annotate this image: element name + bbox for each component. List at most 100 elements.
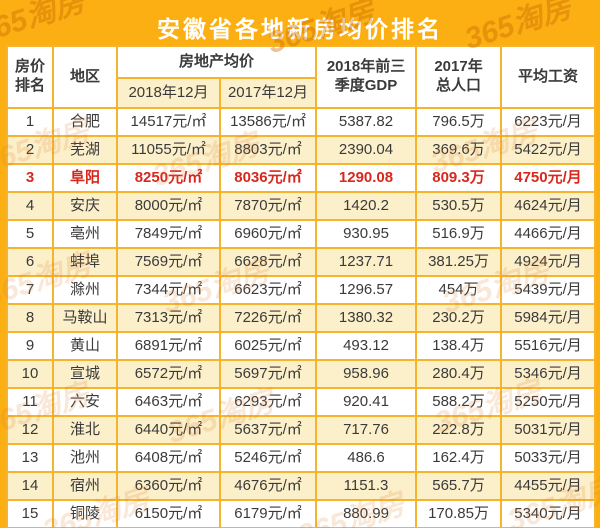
price-2018-cell: 8000元/㎡: [116, 191, 221, 221]
table-row: 7 滁州 7344元/㎡ 6623元/㎡ 1296.57 454万 5439元/…: [6, 275, 597, 305]
header-wage: 平均工资: [500, 45, 597, 109]
population-cell: 280.4万: [415, 359, 503, 389]
page-title: 安徽省各地新房均价排名: [157, 15, 443, 42]
price-2018-cell: 6572元/㎡: [116, 359, 221, 389]
region-cell: 六安: [52, 387, 118, 417]
population-cell: 369.6万: [415, 135, 503, 165]
region-cell: 宿州: [52, 471, 118, 501]
wage-cell: 4750元/月: [500, 163, 597, 193]
ranking-table: 房价 排名 地区 房地产均价 2018年前三 季度GDP 2017年 总人口 平…: [6, 45, 597, 528]
price-2018-cell: 6150元/㎡: [116, 499, 221, 528]
population-cell: 565.7万: [415, 471, 503, 501]
price-2017-cell: 4676元/㎡: [218, 471, 318, 501]
region-cell: 蚌埠: [52, 247, 118, 277]
gdp-cell: 958.96: [315, 359, 418, 389]
rank-cell: 2: [6, 135, 54, 165]
price-2017-cell: 7870元/㎡: [218, 191, 318, 221]
gdp-cell: 1290.08: [315, 163, 418, 193]
price-2017-cell: 6628元/㎡: [218, 247, 318, 277]
rank-cell: 13: [6, 443, 54, 473]
rank-cell: 14: [6, 471, 54, 501]
wage-cell: 5340元/月: [500, 499, 597, 528]
wage-cell: 4624元/月: [500, 191, 597, 221]
price-2017-cell: 6179元/㎡: [218, 499, 318, 528]
price-2017-cell: 5246元/㎡: [218, 443, 318, 473]
population-cell: 222.8万: [415, 415, 503, 445]
rank-cell: 15: [6, 499, 54, 528]
table-row: 8 马鞍山 7313元/㎡ 7226元/㎡ 1380.32 230.2万 598…: [6, 303, 597, 333]
wage-cell: 5346元/月: [500, 359, 597, 389]
header-price-2017: 2017年12月: [218, 77, 318, 109]
price-2017-cell: 6960元/㎡: [218, 219, 318, 249]
region-cell: 芜湖: [52, 135, 118, 165]
rank-cell: 4: [6, 191, 54, 221]
wage-cell: 5516元/月: [500, 331, 597, 361]
gdp-cell: 717.76: [315, 415, 418, 445]
gdp-cell: 493.12: [315, 331, 418, 361]
wage-cell: 5031元/月: [500, 415, 597, 445]
table-row: 6 蚌埠 7569元/㎡ 6628元/㎡ 1237.71 381.25万 492…: [6, 247, 597, 277]
rank-cell: 3: [6, 163, 54, 193]
gdp-cell: 930.95: [315, 219, 418, 249]
population-cell: 516.9万: [415, 219, 503, 249]
price-2018-cell: 7569元/㎡: [116, 247, 221, 277]
price-2018-cell: 11055元/㎡: [116, 135, 221, 165]
population-cell: 162.4万: [415, 443, 503, 473]
wage-cell: 4455元/月: [500, 471, 597, 501]
price-2017-cell: 13586元/㎡: [218, 107, 318, 137]
population-cell: 530.5万: [415, 191, 503, 221]
header-region: 地区: [52, 45, 118, 109]
population-cell: 454万: [415, 275, 503, 305]
gdp-cell: 1380.32: [315, 303, 418, 333]
rank-cell: 10: [6, 359, 54, 389]
table-row: 9 黄山 6891元/㎡ 6025元/㎡ 493.12 138.4万 5516元…: [6, 331, 597, 361]
wage-cell: 4924元/月: [500, 247, 597, 277]
header-price-group: 房地产均价: [115, 45, 318, 79]
price-2017-cell: 6623元/㎡: [218, 275, 318, 305]
gdp-cell: 1296.57: [315, 275, 418, 305]
table-row: 1 合肥 14517元/㎡ 13586元/㎡ 5387.82 796.5万 62…: [6, 107, 597, 137]
population-cell: 170.85万: [415, 499, 503, 528]
price-2018-cell: 14517元/㎡: [116, 107, 221, 137]
population-cell: 588.2万: [415, 387, 503, 417]
table-row: 15 铜陵 6150元/㎡ 6179元/㎡ 880.99 170.85万 534…: [6, 499, 597, 528]
wage-cell: 6223元/月: [500, 107, 597, 137]
header-population: 2017年 总人口: [415, 45, 503, 109]
rank-cell: 12: [6, 415, 54, 445]
table-row: 14 宿州 6360元/㎡ 4676元/㎡ 1151.3 565.7万 4455…: [6, 471, 597, 501]
table-row: 10 宣城 6572元/㎡ 5697元/㎡ 958.96 280.4万 5346…: [6, 359, 597, 389]
gdp-cell: 486.6: [315, 443, 418, 473]
wage-cell: 5250元/月: [500, 387, 597, 417]
region-cell: 宣城: [52, 359, 118, 389]
table-row: 13 池州 6408元/㎡ 5246元/㎡ 486.6 162.4万 5033元…: [6, 443, 597, 473]
region-cell: 滁州: [52, 275, 118, 305]
price-2018-cell: 8250元/㎡: [116, 163, 221, 193]
gdp-cell: 1237.71: [315, 247, 418, 277]
price-2017-cell: 6025元/㎡: [218, 331, 318, 361]
wage-cell: 5033元/月: [500, 443, 597, 473]
price-2018-cell: 6891元/㎡: [116, 331, 221, 361]
region-cell: 安庆: [52, 191, 118, 221]
table-row: 5 亳州 7849元/㎡ 6960元/㎡ 930.95 516.9万 4466元…: [6, 219, 597, 249]
gdp-cell: 880.99: [315, 499, 418, 528]
table-row: 2 芜湖 11055元/㎡ 8803元/㎡ 2390.04 369.6万 542…: [6, 135, 597, 165]
wage-cell: 4466元/月: [500, 219, 597, 249]
wage-cell: 5439元/月: [500, 275, 597, 305]
table-header: 房价 排名 地区 房地产均价 2018年前三 季度GDP 2017年 总人口 平…: [6, 45, 597, 109]
wage-cell: 5984元/月: [500, 303, 597, 333]
price-2018-cell: 6463元/㎡: [116, 387, 221, 417]
region-cell: 铜陵: [52, 499, 118, 528]
header-rank: 房价 排名: [6, 45, 54, 109]
table-row: 12 淮北 6440元/㎡ 5637元/㎡ 717.76 222.8万 5031…: [6, 415, 597, 445]
table-row: 11 六安 6463元/㎡ 6293元/㎡ 920.41 588.2万 5250…: [6, 387, 597, 417]
price-2018-cell: 7849元/㎡: [116, 219, 221, 249]
header-price-2018: 2018年12月: [116, 77, 221, 109]
price-2018-cell: 7313元/㎡: [116, 303, 221, 333]
table-body: 1 合肥 14517元/㎡ 13586元/㎡ 5387.82 796.5万 62…: [6, 107, 597, 528]
rank-cell: 1: [6, 107, 54, 137]
region-cell: 阜阳: [52, 163, 118, 193]
region-cell: 淮北: [52, 415, 118, 445]
header-gdp: 2018年前三 季度GDP: [315, 45, 418, 109]
price-2017-cell: 8036元/㎡: [218, 163, 318, 193]
price-2018-cell: 7344元/㎡: [116, 275, 221, 305]
